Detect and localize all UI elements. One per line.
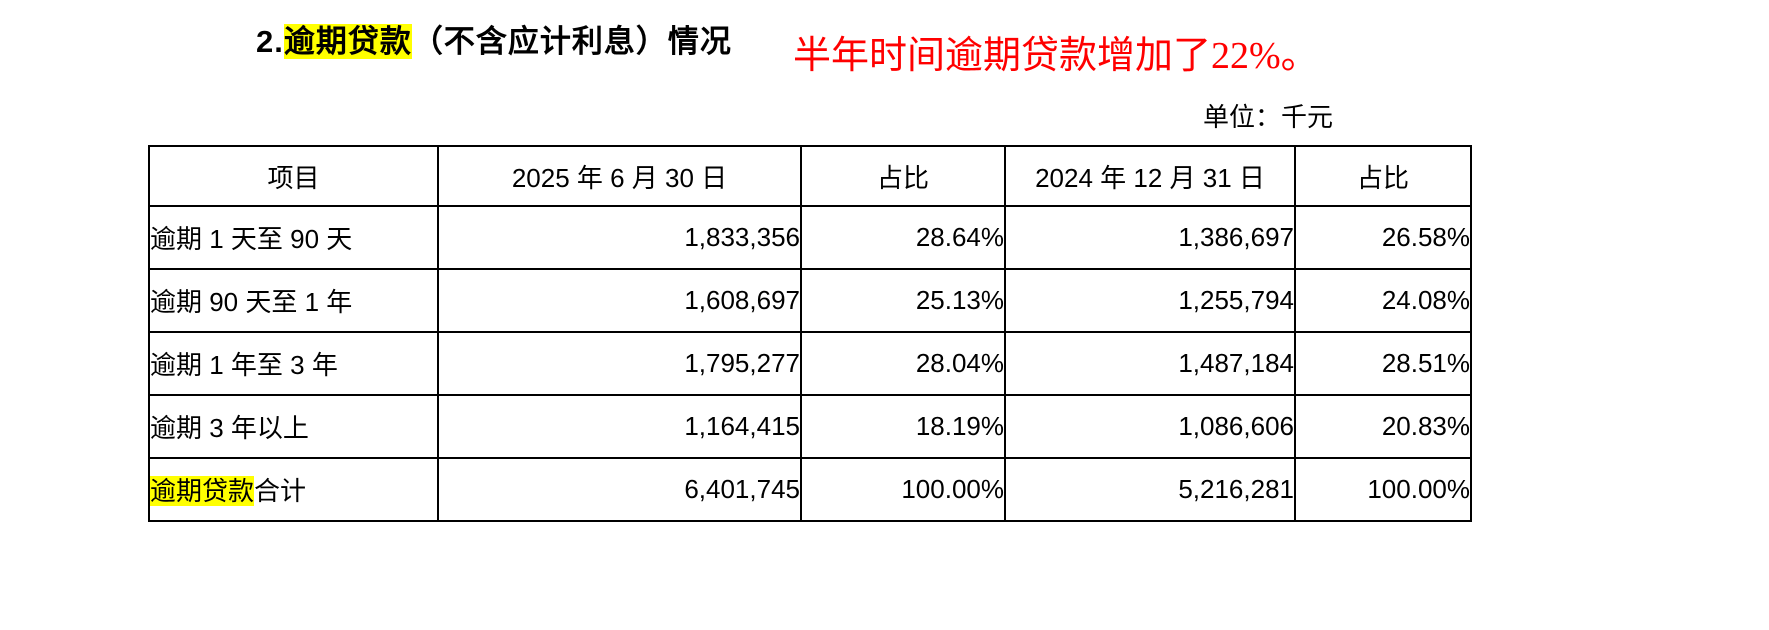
table-row: 逾期 1 天至 90 天 1,833,356 28.64% 1,386,697 … xyxy=(148,205,1472,270)
row-label: 逾期 90 天至 1 年 xyxy=(148,268,439,333)
table-row: 逾期 1 年至 3 年 1,795,277 28.04% 1,487,184 2… xyxy=(148,331,1472,396)
pct-2024-total: 100.00% xyxy=(1294,457,1472,522)
row-label: 逾期 1 年至 3 年 xyxy=(148,331,439,396)
amount-2024-total: 5,216,281 xyxy=(1004,457,1296,522)
pct-2024: 26.58% xyxy=(1294,205,1472,270)
pct-2024: 28.51% xyxy=(1294,331,1472,396)
pct-2025: 28.04% xyxy=(800,331,1006,396)
pct-2025-total: 100.00% xyxy=(800,457,1006,522)
col-header-pct-2025: 占比 xyxy=(800,145,1006,207)
pct-2024: 24.08% xyxy=(1294,268,1472,333)
row-label: 逾期 1 天至 90 天 xyxy=(148,205,439,270)
amount-2025: 1,608,697 xyxy=(437,268,802,333)
col-header-pct-2024: 占比 xyxy=(1294,145,1472,207)
section-number: 2. xyxy=(256,24,284,59)
handwritten-annotation: 半年时间逾期贷款增加了22%。 xyxy=(793,35,1319,77)
overdue-loan-table: 项目 2025 年 6 月 30 日 占比 2024 年 12 月 31 日 占… xyxy=(148,145,1472,522)
total-label-rest: 合计 xyxy=(254,476,307,506)
amount-2025: 1,833,356 xyxy=(437,205,802,270)
amount-2025: 1,795,277 xyxy=(437,331,802,396)
amount-2024: 1,086,606 xyxy=(1004,394,1296,459)
unit-label: 单位：千元 xyxy=(1203,102,1334,132)
amount-2024: 1,255,794 xyxy=(1004,268,1296,333)
col-header-date-2025: 2025 年 6 月 30 日 xyxy=(437,145,802,207)
table-row: 逾期 3 年以上 1,164,415 18.19% 1,086,606 20.8… xyxy=(148,394,1472,459)
pct-2024: 20.83% xyxy=(1294,394,1472,459)
amount-2024: 1,386,697 xyxy=(1004,205,1296,270)
section-title-rest: （不含应计利息）情况 xyxy=(411,24,732,59)
row-label: 逾期 3 年以上 xyxy=(148,394,439,459)
table-header-row: 项目 2025 年 6 月 30 日 占比 2024 年 12 月 31 日 占… xyxy=(148,145,1472,207)
amount-2025-total: 6,401,745 xyxy=(437,457,802,522)
section-title-highlight: 逾期贷款 xyxy=(283,24,412,59)
pct-2025: 25.13% xyxy=(800,268,1006,333)
col-header-item: 项目 xyxy=(148,145,439,207)
table-row: 逾期 90 天至 1 年 1,608,697 25.13% 1,255,794 … xyxy=(148,268,1472,333)
section-title: 2.逾期贷款（不含应计利息）情况 xyxy=(256,16,732,61)
total-label-highlight: 逾期贷款 xyxy=(150,476,255,506)
pct-2025: 28.64% xyxy=(800,205,1006,270)
amount-2024: 1,487,184 xyxy=(1004,331,1296,396)
col-header-date-2024: 2024 年 12 月 31 日 xyxy=(1004,145,1296,207)
amount-2025: 1,164,415 xyxy=(437,394,802,459)
table-total-row: 逾期贷款合计 6,401,745 100.00% 5,216,281 100.0… xyxy=(148,457,1472,522)
pct-2025: 18.19% xyxy=(800,394,1006,459)
row-label-total: 逾期贷款合计 xyxy=(148,457,439,522)
